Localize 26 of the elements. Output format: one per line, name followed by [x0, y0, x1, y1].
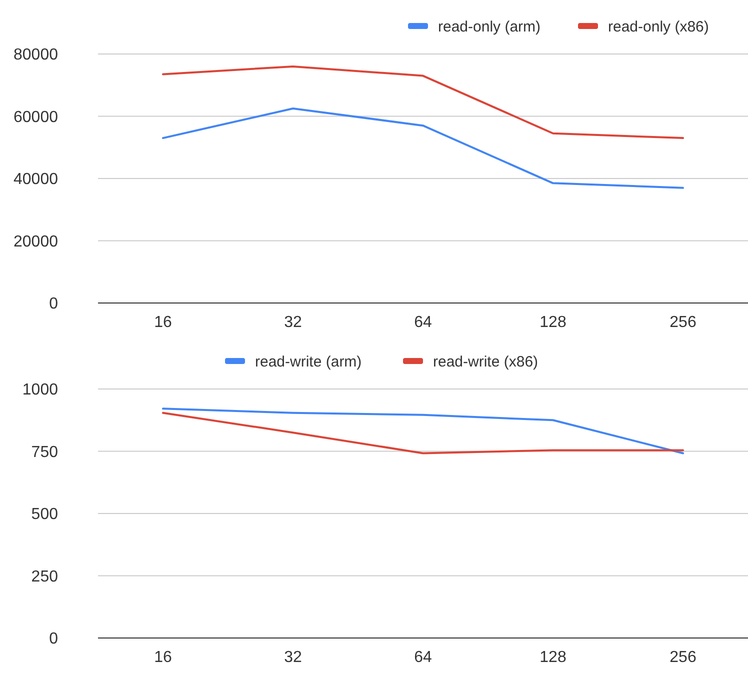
y-tick-label: 0 [49, 630, 58, 648]
y-tick-label: 20000 [14, 233, 58, 250]
legend-label: read-only (x86) [608, 18, 709, 36]
x-tick-label: 128 [540, 314, 566, 331]
x-tick-label: 32 [284, 649, 302, 666]
y-tick-label: 250 [31, 568, 58, 586]
line-series [162, 107, 684, 189]
x-tick-label: 256 [670, 314, 696, 331]
y-tick-label: 40000 [14, 171, 58, 188]
x-tick-label: 32 [284, 314, 302, 331]
y-tick-label: 1000 [22, 382, 58, 399]
y-tick-label: 60000 [14, 108, 58, 126]
y-tick-label: 750 [31, 444, 58, 461]
x-tick-label: 256 [670, 649, 696, 666]
x-tick-label: 16 [154, 649, 172, 666]
legend-label: read-only (arm) [438, 18, 541, 36]
x-tick-label: 64 [414, 649, 432, 666]
line-series [162, 65, 684, 140]
y-tick-label: 500 [31, 506, 58, 524]
x-tick-label: 64 [414, 314, 432, 331]
legend-label: read-write (x86) [433, 353, 538, 370]
x-tick-label: 128 [540, 649, 566, 666]
y-tick-label: 0 [49, 296, 58, 313]
y-tick-label: 80000 [14, 46, 58, 64]
x-tick-label: 16 [154, 314, 172, 331]
legend-label: read-write (arm) [255, 353, 362, 370]
